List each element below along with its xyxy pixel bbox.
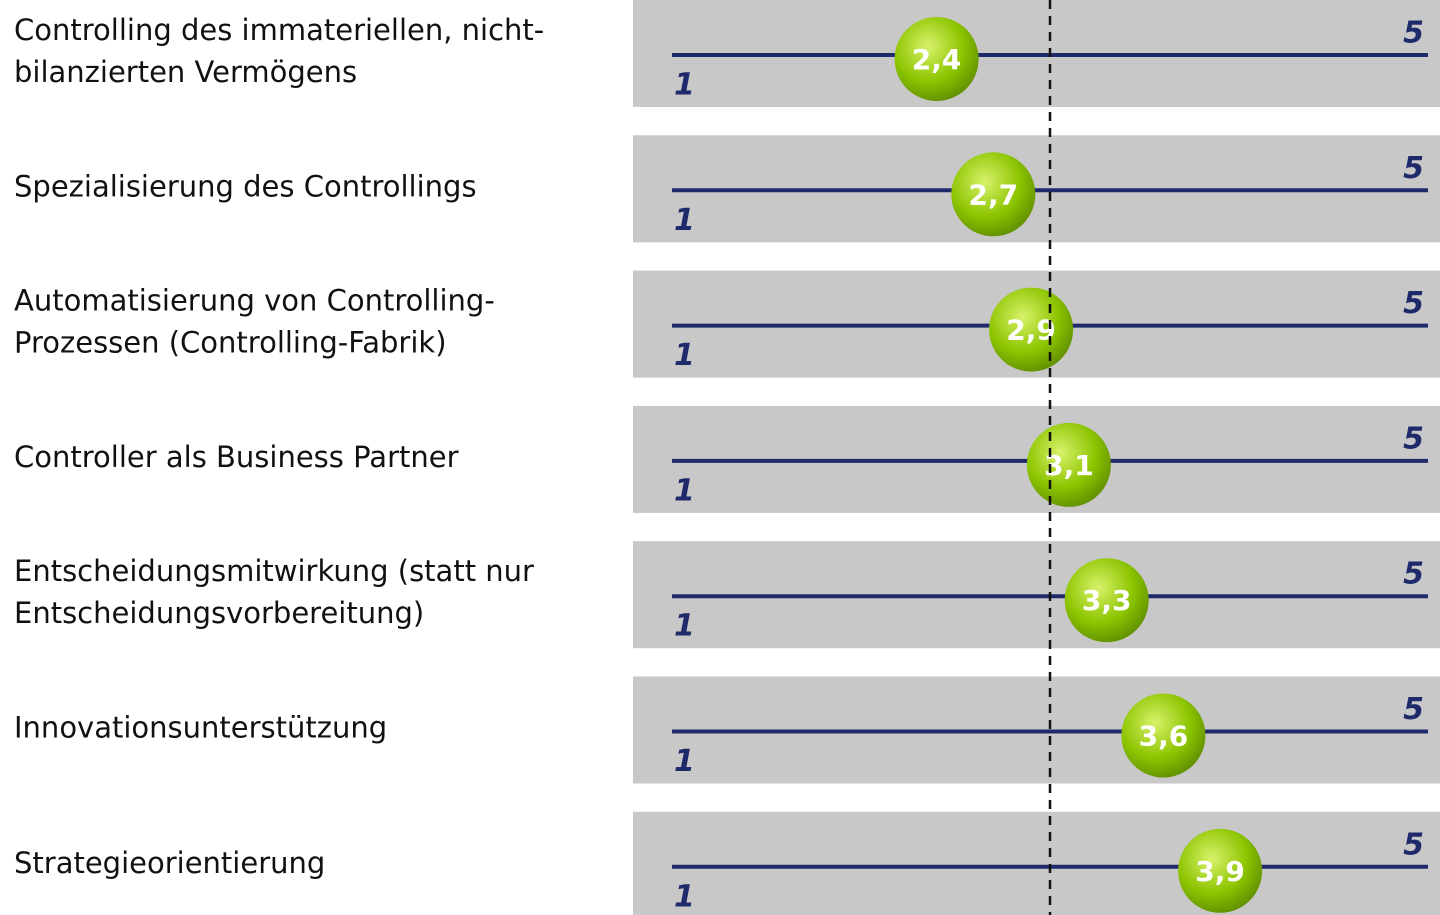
category-label: Prozessen (Controlling-Fabrik) bbox=[14, 326, 447, 360]
value-label: 2,7 bbox=[968, 178, 1018, 211]
value-label: 3,6 bbox=[1139, 720, 1189, 753]
category-label: Controller als Business Partner bbox=[14, 440, 459, 474]
category-label: Innovationsunterstützung bbox=[14, 711, 387, 745]
category-label: Spezialisierung des Controllings bbox=[14, 169, 477, 203]
scale-start-label: 1 bbox=[674, 68, 695, 103]
dot bbox=[989, 287, 1074, 372]
dot bbox=[1178, 828, 1263, 913]
category-label: Entscheidungsvorbereitung) bbox=[14, 596, 424, 630]
category-label: bilanzierten Vermögens bbox=[14, 55, 357, 89]
value-label: 2,9 bbox=[1006, 314, 1056, 347]
value-label: 3,3 bbox=[1082, 584, 1132, 617]
value-label: 2,4 bbox=[912, 43, 962, 76]
value-label: 3,1 bbox=[1044, 449, 1094, 482]
scale-end-label: 5 bbox=[1403, 557, 1424, 592]
scale-start-label: 1 bbox=[674, 338, 695, 373]
scale-end-label: 5 bbox=[1403, 151, 1424, 186]
scale-end-label: 5 bbox=[1403, 827, 1424, 862]
scale-start-label: 1 bbox=[674, 744, 695, 779]
dot bbox=[894, 17, 979, 101]
scale-end-label: 5 bbox=[1403, 421, 1424, 456]
dot bbox=[1064, 558, 1149, 643]
dot bbox=[1026, 422, 1111, 507]
scale-start-label: 1 bbox=[674, 203, 695, 238]
scale-end-label: 5 bbox=[1403, 286, 1424, 321]
scale-start-label: 1 bbox=[674, 609, 695, 644]
dot bbox=[951, 152, 1036, 237]
category-label: Controlling des immateriellen, nicht- bbox=[14, 13, 544, 47]
scale-end-label: 5 bbox=[1403, 16, 1424, 51]
scale-start-label: 1 bbox=[674, 879, 695, 914]
category-label: Entscheidungsmitwirkung (statt nur bbox=[14, 554, 534, 588]
scale-start-label: 1 bbox=[674, 473, 695, 508]
value-label: 3,9 bbox=[1195, 855, 1245, 888]
dot bbox=[1121, 693, 1206, 778]
category-label: Strategieorientierung bbox=[14, 846, 325, 880]
category-label: Automatisierung von Controlling- bbox=[14, 284, 495, 318]
band bbox=[633, 811, 1440, 915]
scale-end-label: 5 bbox=[1403, 692, 1424, 727]
